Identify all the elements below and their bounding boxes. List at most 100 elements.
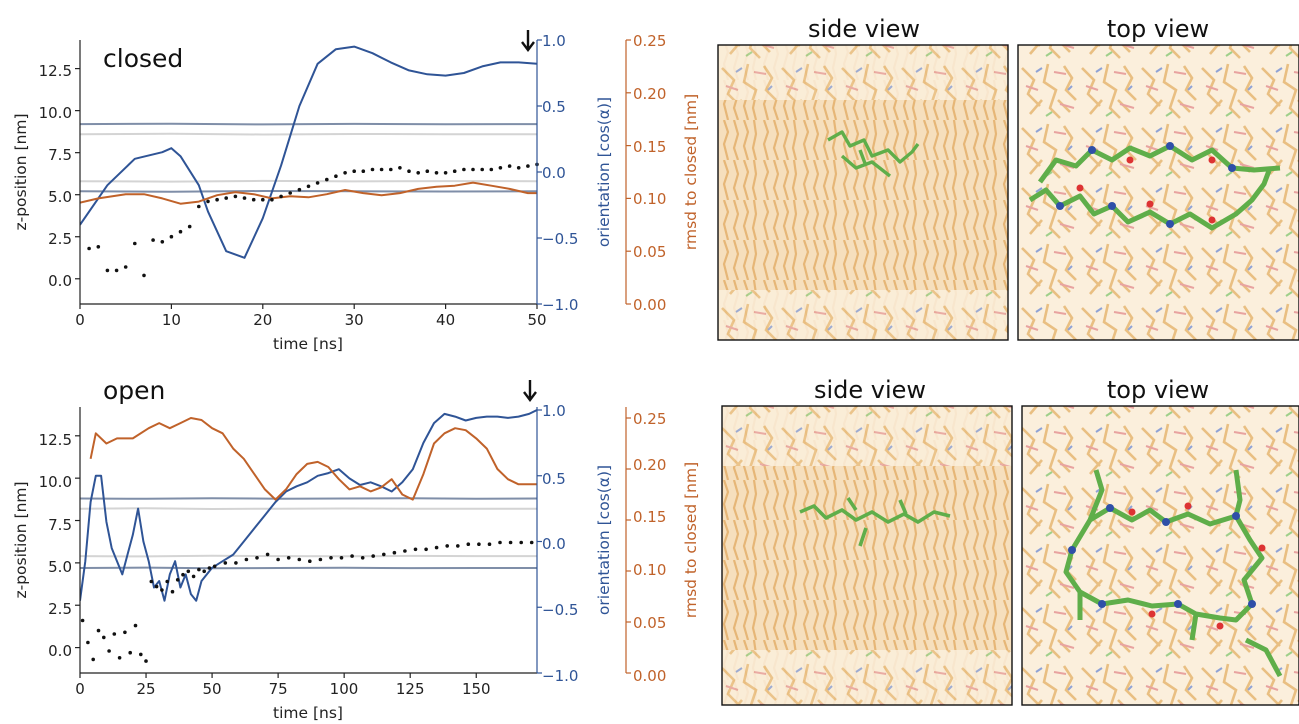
zpos-point	[212, 564, 217, 569]
rmsd-tick-label: 0.10	[633, 190, 666, 208]
x-tick-label: 30	[345, 311, 364, 329]
chart-closed-rmsd-ticks: 0.00 0.05 0.10 0.15 0.20 0.25	[633, 32, 666, 314]
zpos-point	[191, 574, 196, 579]
membrane_inner_bottom-line	[80, 179, 537, 183]
zpos-point	[86, 640, 90, 645]
y-tick-label: 12.5	[39, 431, 72, 449]
chart-closed-xlabel: time [ns]	[273, 335, 343, 353]
view-frame	[1017, 44, 1299, 341]
zpos-point	[339, 556, 344, 560]
zpos-point	[270, 197, 274, 202]
zpos-point	[452, 169, 457, 173]
zpos-point	[466, 542, 471, 546]
rmsd-tick-label: 0.05	[633, 614, 666, 632]
zpos-point	[261, 197, 265, 202]
y-tick-label: 0.0	[48, 642, 72, 660]
rmsd-tick-label: 0.20	[633, 85, 666, 103]
membrane_outer_top-line	[80, 497, 537, 500]
zpos-point	[507, 164, 512, 168]
rmsd-tick-label: 0.00	[633, 667, 666, 685]
y-tick-label: 7.5	[48, 516, 72, 534]
rmsd-line	[80, 181, 537, 205]
zpos-point	[234, 561, 238, 565]
zpos-point	[403, 549, 407, 553]
zpos-point	[360, 556, 365, 560]
zpos-point	[149, 579, 154, 584]
zpos-point	[154, 584, 159, 589]
zpos-point	[508, 540, 513, 545]
zpos-point	[416, 171, 421, 175]
zpos-point	[251, 197, 256, 202]
x-tick-label: 40	[436, 311, 455, 329]
view-open-side: side view	[721, 376, 1013, 706]
chart-open-xticks: 0 25 50 75 100 125 150	[75, 680, 490, 698]
membrane_outer_bottom-line	[80, 190, 537, 193]
chart-closed-orientation-ticks: −1.0 −0.5 0.0 0.5 1.0	[542, 32, 578, 314]
zpos-point	[215, 197, 219, 202]
zpos-point	[223, 561, 228, 565]
chart-closed-xticks: 0 10 20 30 40 50	[75, 311, 546, 329]
x-tick-label: 125	[396, 680, 425, 698]
view-open-top: top view	[1021, 376, 1299, 706]
zpos-point	[139, 652, 143, 657]
zpos-point	[160, 588, 164, 592]
zpos-point	[170, 589, 175, 594]
view-title: top view	[1107, 15, 1209, 43]
zpos-point	[382, 552, 386, 557]
zpos-point	[96, 245, 101, 249]
view-frame	[717, 44, 1009, 341]
zpos-point	[297, 557, 302, 562]
zpos-point	[529, 540, 534, 545]
view-closed-top: top view	[1017, 15, 1299, 341]
orientation-line	[80, 45, 537, 259]
y-tick-label: 10.0	[39, 104, 72, 122]
arrow-down-icon	[521, 30, 535, 52]
orientation-tick-label: 1.0	[542, 402, 566, 420]
x-tick-label: 75	[269, 680, 288, 698]
orientation-tick-label: 0.5	[542, 470, 566, 488]
zpos-point	[165, 579, 169, 584]
zpos-point	[206, 199, 210, 204]
zpos-point	[102, 635, 106, 640]
chart-closed-ylabel: z-position [nm]	[12, 113, 30, 230]
rmsd-tick-label: 0.00	[633, 296, 666, 314]
zpos-point	[160, 240, 165, 244]
zpos-point	[471, 167, 475, 172]
zpos-point	[306, 184, 311, 189]
chart-closed-series	[80, 45, 537, 259]
zpos-point	[334, 174, 338, 178]
zpos-point	[197, 204, 201, 209]
zpos-point	[197, 567, 201, 572]
chart-closed-title: closed	[103, 44, 183, 73]
zpos-point	[265, 552, 270, 557]
zpos-point	[498, 166, 503, 170]
oxygen-atoms	[1128, 502, 1266, 630]
zpos-point	[318, 557, 323, 562]
zpos-point	[233, 194, 238, 199]
headgroup-layer	[718, 45, 1008, 100]
zpos-point	[308, 559, 312, 563]
zpos-point	[181, 572, 185, 577]
y-tick-label: 2.5	[48, 230, 72, 248]
zpos-point	[379, 167, 384, 172]
orientation-tick-label: 0.0	[542, 535, 566, 553]
view-frame	[721, 405, 1013, 706]
zpos-point	[480, 167, 485, 172]
zpos-point	[352, 169, 357, 173]
orientation-line	[80, 409, 537, 602]
rmsd-line	[89, 417, 537, 501]
chart-closed-zpos-dots	[87, 162, 539, 278]
zpos-point	[112, 632, 117, 636]
zpos-point	[202, 569, 206, 574]
chart-closed: closed 0 10 20 30 40 50 0.0 2.5 5.0 7.5 …	[12, 30, 700, 353]
peptide-molecule	[799, 497, 951, 547]
zpos-point	[286, 556, 291, 560]
chart-closed-yticks: 0.0 2.5 5.0 7.5 10.0 12.5	[39, 62, 72, 290]
zpos-point	[144, 659, 148, 663]
headgroup-layer	[722, 406, 1012, 466]
rmsd-tick-label: 0.25	[633, 32, 666, 50]
zpos-point	[123, 630, 127, 635]
chart-open-xlabel: time [ns]	[273, 704, 343, 722]
zpos-point	[169, 234, 174, 239]
x-tick-label: 20	[253, 311, 272, 329]
